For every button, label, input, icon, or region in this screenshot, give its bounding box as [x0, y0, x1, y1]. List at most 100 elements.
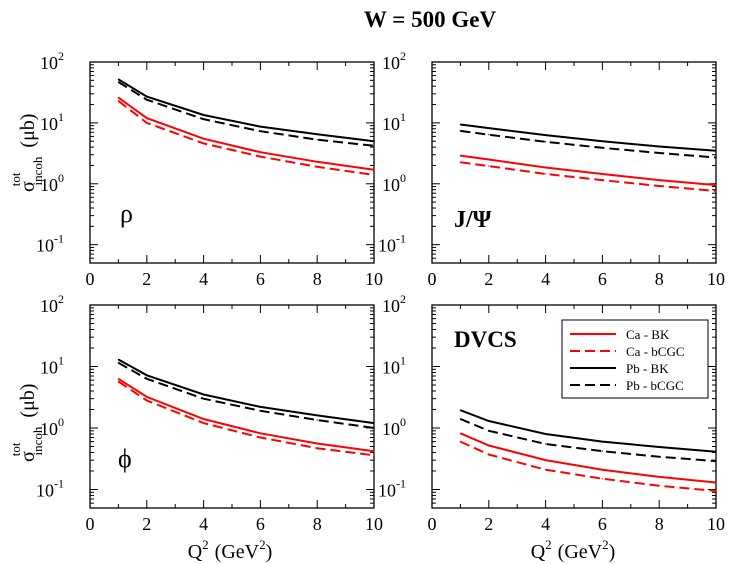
data-point: [117, 97, 119, 99]
data-point: [117, 358, 119, 361]
panel-bottom-left: 0 2 4 6 8 10 10-1 100 101 102 ϕ: [36, 292, 383, 534]
x-tick-label: 0: [428, 514, 437, 534]
x-tick-label: 6: [256, 514, 265, 534]
y-tick-label: 101: [382, 353, 406, 377]
panel-annotation: DVCS: [454, 327, 517, 352]
data-point: [146, 399, 148, 402]
data-point: [658, 476, 660, 478]
data-point: [146, 96, 148, 98]
panel-annotation: J/Ψ: [454, 207, 492, 233]
data-point: [658, 185, 660, 187]
data-point: [316, 419, 318, 421]
data-point: [601, 441, 604, 443]
x-tick-label: 0: [86, 269, 95, 289]
data-point: [373, 450, 375, 452]
data-point: [488, 134, 490, 136]
x-tick-label: 6: [256, 269, 265, 289]
data-point: [715, 460, 717, 462]
series-line-ca-bcgc: [117, 100, 375, 176]
data-point: [146, 122, 148, 124]
data-point: [715, 490, 717, 492]
x-tick-label: 4: [541, 269, 550, 289]
x-tick-label: 6: [598, 514, 607, 534]
y-tick-label: 101: [40, 353, 64, 377]
y-tick-label: 102: [40, 49, 64, 73]
data-point: [545, 173, 547, 175]
data-point: [203, 114, 205, 116]
y-tick-label: 100: [382, 415, 406, 439]
panel-top-right: 0 2 4 6 8 10 10-1 100 101 102 J/Ψ: [378, 49, 725, 289]
plot-frame: [89, 61, 375, 264]
data-point: [545, 433, 547, 435]
x-tick-label: 8: [313, 269, 322, 289]
ylabel-sup: tot: [8, 172, 23, 186]
x-tick-label: 8: [655, 269, 664, 289]
series-line-pb-bk: [460, 123, 717, 152]
data-point: [259, 410, 261, 412]
x-tick-label: 0: [428, 269, 437, 289]
data-point: [658, 179, 660, 181]
series-line-pb-bk: [117, 78, 375, 143]
y-tick-label: 101: [40, 110, 64, 134]
x-tick-label: 10: [707, 269, 725, 289]
data-point: [545, 443, 547, 445]
data-point: [601, 140, 604, 142]
legend: Ca - BK Ca - bCGC Pb - BK Pb - bCGC: [561, 319, 709, 399]
data-point: [259, 130, 261, 132]
legend-label: Pb - bCGC: [626, 378, 684, 393]
series-line-ca-bcgc: [459, 440, 717, 492]
x-tick-label: 2: [484, 269, 493, 289]
ylabel-top: σ tot incoh (μb): [3, 114, 47, 192]
data-point: [715, 150, 717, 152]
x-tick-label: 0: [86, 514, 95, 534]
x-tick-label: 4: [541, 514, 550, 534]
data-point: [545, 134, 547, 136]
data-point: [488, 430, 490, 432]
data-point: [715, 190, 717, 192]
data-point: [117, 100, 119, 102]
y-tick-label: 10-1: [36, 476, 64, 500]
data-point: [203, 393, 205, 396]
ylabel-unit: (μb): [17, 384, 39, 418]
data-point: [373, 427, 375, 429]
svg-text:σ tot incoh: σ tot incoh (μb): [3, 114, 47, 192]
data-point: [373, 174, 375, 176]
data-point: [488, 453, 490, 456]
ylabel-sub: incoh: [30, 426, 45, 455]
x-tick-label: 6: [598, 269, 607, 289]
data-point: [459, 155, 461, 157]
data-point: [316, 447, 318, 449]
data-point: [715, 156, 717, 159]
data-point: [545, 141, 547, 143]
data-point: [316, 161, 318, 163]
data-point: [488, 158, 490, 161]
data-point: [459, 409, 461, 411]
data-point: [146, 396, 148, 398]
x-tick-label: 10: [365, 269, 383, 289]
data-point: [488, 165, 490, 167]
data-point: [545, 166, 547, 169]
data-point: [601, 450, 604, 452]
y-tick-label: 10-1: [36, 232, 64, 256]
x-tick-label: 8: [655, 514, 664, 534]
data-point: [715, 451, 717, 453]
data-point: [259, 151, 261, 153]
data-point: [203, 142, 205, 145]
legend-label: Ca - bCGC: [626, 344, 685, 359]
data-point: [545, 469, 547, 471]
data-point: [373, 422, 375, 424]
panel-bottom-right: 0 2 4 6 8 10 10-1 100 101 102 DVCS: [378, 292, 725, 534]
y-tick-label: 100: [40, 171, 64, 195]
data-point: [545, 459, 547, 461]
data-point: [203, 422, 205, 424]
data-point: [459, 432, 461, 434]
data-point: [658, 145, 660, 148]
data-point: [316, 414, 318, 417]
series-line-ca-bcgc: [460, 161, 717, 192]
y-tick-label: 102: [382, 49, 406, 73]
ylabel-symbol: σ: [17, 451, 39, 462]
data-point: [203, 418, 205, 420]
data-point: [146, 374, 148, 376]
data-point: [203, 118, 205, 120]
